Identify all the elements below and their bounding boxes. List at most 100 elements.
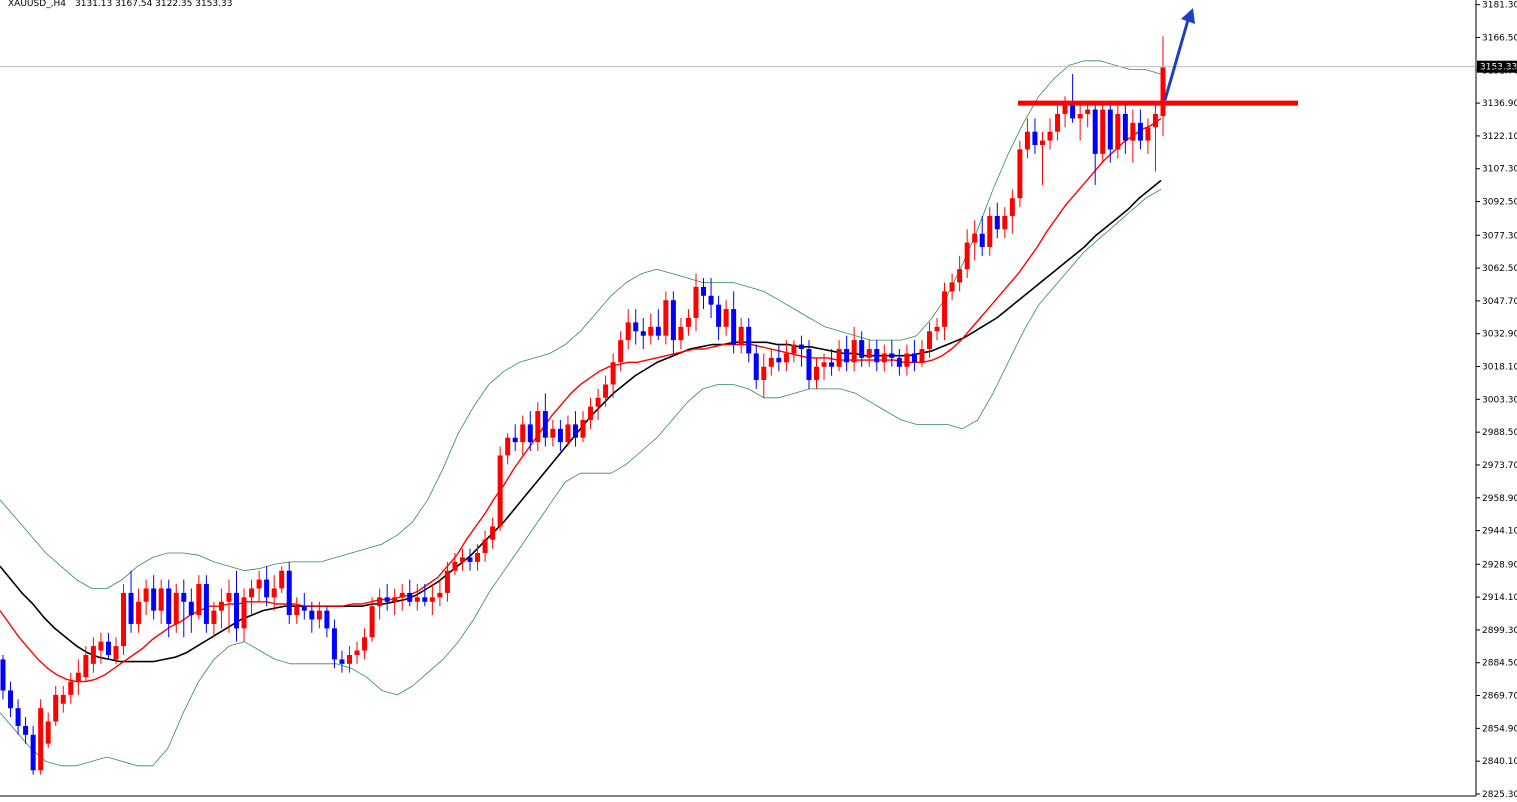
current-price-tag-background	[1477, 60, 1517, 73]
candle	[218, 588, 224, 629]
candle	[1100, 105, 1106, 163]
candle-body	[414, 597, 420, 602]
candle-body	[181, 592, 187, 602]
candle-body	[881, 353, 887, 363]
candle-body	[1032, 131, 1038, 146]
candle	[987, 207, 993, 256]
candle	[791, 340, 797, 363]
candle	[452, 552, 458, 576]
candle	[1055, 105, 1061, 141]
candle-body	[188, 601, 194, 616]
candle-body	[618, 340, 624, 363]
price-tick-label: 2854.90	[1482, 724, 1517, 734]
candle	[467, 548, 473, 571]
candle-body	[866, 348, 872, 358]
candle	[588, 397, 594, 429]
price-tick-label: 2928.90	[1482, 560, 1517, 570]
candle-body	[422, 597, 428, 602]
candle	[753, 344, 759, 389]
candle-body	[346, 654, 352, 664]
candle	[188, 588, 194, 633]
candle	[181, 579, 187, 638]
candle-body	[53, 694, 59, 722]
candle	[798, 335, 804, 367]
candle-body	[234, 592, 240, 629]
candle-body	[1009, 198, 1015, 216]
candle	[497, 446, 503, 531]
candle-body	[663, 300, 669, 336]
candle-body	[279, 570, 285, 589]
candle	[701, 278, 707, 310]
candle-body	[1100, 109, 1106, 154]
candle-body	[814, 366, 820, 381]
candle-body	[746, 326, 752, 354]
candle-body	[1160, 67, 1166, 117]
candle	[75, 659, 81, 695]
candle-body	[377, 597, 383, 607]
candle	[859, 331, 865, 367]
candle	[136, 588, 142, 633]
candle	[437, 579, 443, 607]
candle-body	[640, 331, 646, 336]
candle-body	[452, 561, 458, 571]
candle	[851, 326, 857, 372]
candle	[444, 561, 450, 602]
candle-body	[859, 340, 865, 358]
candle-body	[761, 366, 767, 381]
candle-body	[1152, 113, 1158, 128]
candle-body	[1055, 113, 1061, 132]
candle	[1152, 100, 1158, 172]
candle-body	[716, 304, 722, 327]
candle-body	[889, 353, 895, 358]
candle	[806, 340, 812, 389]
candle	[392, 588, 398, 616]
candle	[957, 255, 963, 292]
candle	[249, 579, 255, 616]
candle-body	[1122, 113, 1128, 141]
candle-body	[1145, 127, 1151, 141]
price-tick-label: 3062.50	[1482, 264, 1517, 274]
candle-body	[1002, 215, 1008, 230]
candle	[407, 579, 413, 607]
candle-body	[490, 526, 496, 540]
candle	[369, 597, 375, 642]
candle-body	[121, 592, 127, 647]
candle	[1009, 189, 1015, 234]
candle	[994, 202, 1000, 239]
candle-body	[542, 411, 548, 438]
candle-body	[249, 588, 255, 598]
candle-body	[429, 597, 435, 602]
candle-body	[505, 437, 511, 456]
candle	[716, 295, 722, 341]
candle	[301, 592, 307, 620]
candle-body	[964, 242, 970, 270]
candle-body	[633, 322, 639, 332]
price-tick-label: 3166.50	[1482, 33, 1517, 43]
candle	[550, 419, 556, 447]
candle-body	[957, 269, 963, 283]
candle-body	[1024, 131, 1030, 150]
candle-body	[512, 437, 518, 443]
candle	[655, 309, 661, 341]
candle	[896, 348, 902, 376]
candle	[610, 353, 616, 398]
candle	[1077, 105, 1083, 141]
candle-body	[731, 309, 737, 345]
candle	[1070, 74, 1076, 123]
candle-body	[1092, 109, 1098, 154]
candle-body	[926, 331, 932, 349]
candle-body	[218, 601, 224, 611]
candle-body	[1062, 105, 1068, 114]
candle-body	[60, 694, 66, 704]
candle	[904, 344, 910, 376]
candle	[1002, 207, 1008, 239]
candle	[256, 570, 262, 602]
candle-body	[0, 659, 6, 691]
candle-body	[211, 610, 217, 624]
price-tick-label: 2825.30	[1482, 790, 1517, 798]
candle	[98, 632, 104, 664]
candle	[151, 575, 157, 620]
candle-body	[557, 428, 563, 443]
